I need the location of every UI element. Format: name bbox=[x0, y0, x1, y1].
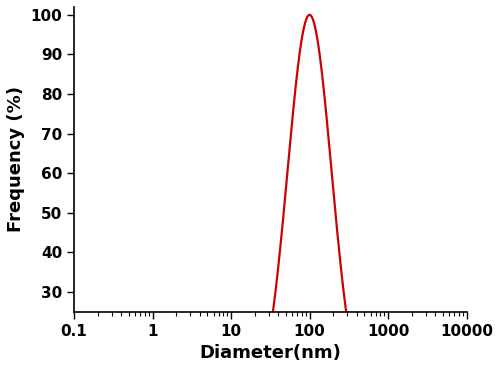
X-axis label: Diameter(nm): Diameter(nm) bbox=[200, 344, 341, 362]
Y-axis label: Frequency (%): Frequency (%) bbox=[7, 86, 25, 232]
